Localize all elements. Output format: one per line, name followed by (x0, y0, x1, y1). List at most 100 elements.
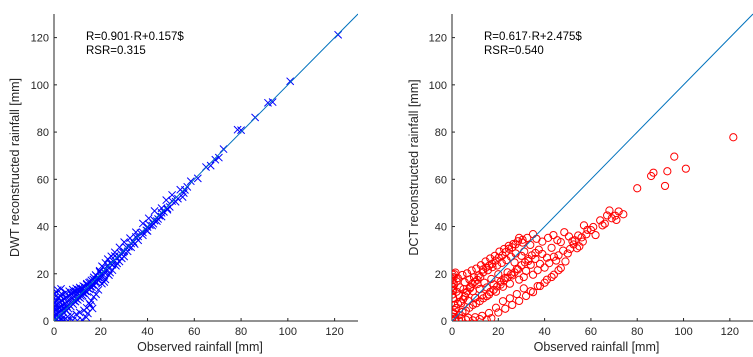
data-point (286, 77, 295, 86)
data-point (54, 289, 59, 298)
data-point (534, 245, 543, 254)
data-point (561, 257, 570, 266)
y-axis-label: DWT reconstructed rainfall [mm] (8, 78, 22, 257)
data-point (264, 98, 272, 107)
data-point (528, 229, 538, 239)
y-tick-label: 60 (435, 174, 447, 186)
x-tick-label: 40 (538, 326, 550, 338)
data-point (559, 246, 568, 255)
data-point (157, 204, 166, 213)
data-point (94, 285, 103, 294)
data-point (519, 284, 528, 293)
y-tick-label: 40 (37, 222, 49, 234)
data-point (578, 237, 587, 246)
data-point (85, 299, 94, 308)
data-point (494, 308, 503, 317)
rsr-annotation: RSR=0.315 (86, 45, 146, 57)
data-point (71, 287, 80, 296)
y-tick-label: 120 (31, 33, 49, 45)
data-point (452, 273, 458, 282)
data-point (452, 268, 460, 277)
data-point (214, 153, 223, 162)
data-point (549, 270, 558, 279)
data-point (120, 238, 129, 247)
dwt-scatter-plot: 0 20 40 60 80 100 120 0 20 40 60 80 100 120 Observed r… (8, 13, 358, 354)
data-point (538, 237, 547, 246)
data-point (515, 296, 524, 306)
rsr-annotation: RSR=0.540 (484, 45, 544, 57)
data-point (501, 304, 510, 313)
data-point (533, 281, 542, 291)
identity-line (54, 13, 358, 321)
data-point (456, 297, 465, 306)
data-point (150, 206, 159, 215)
data-point (452, 315, 460, 321)
data-point (186, 177, 195, 186)
x-tick-label: 120 (325, 326, 343, 338)
data-point (82, 280, 91, 289)
data-point (473, 280, 482, 289)
data-point (515, 275, 524, 284)
data-point (533, 266, 542, 275)
data-point (452, 306, 459, 315)
y-tick-label: 120 (429, 33, 447, 45)
data-point (517, 251, 526, 260)
x-tick-label: 0 (51, 326, 57, 338)
y-tick-label: 80 (435, 127, 447, 139)
data-point (452, 270, 459, 279)
y-tick-label: 60 (37, 174, 49, 186)
data-point (586, 225, 596, 235)
data-point (476, 272, 485, 282)
data-point (58, 313, 67, 321)
data-points (452, 133, 738, 321)
data-point (453, 299, 463, 309)
data-point (211, 155, 220, 164)
x-tick-label: 80 (235, 326, 247, 338)
y-axis-label: DCT reconstructed rainfall [mm] (407, 79, 421, 255)
data-point (460, 278, 469, 287)
data-point (144, 214, 153, 223)
data-point (526, 287, 535, 296)
data-point (454, 316, 464, 321)
data-point (569, 240, 578, 249)
data-point (57, 284, 65, 293)
data-point (660, 181, 670, 191)
data-point (491, 287, 501, 296)
data-point (512, 289, 521, 299)
data-point (452, 282, 457, 291)
data-point (607, 214, 616, 223)
data-point (603, 211, 612, 220)
data-point (452, 278, 457, 287)
data-point (101, 258, 110, 267)
y-tick-label: 40 (435, 222, 447, 234)
x-tick-label: 20 (95, 326, 107, 338)
data-point (612, 215, 621, 225)
data-point (117, 254, 126, 263)
data-point (494, 270, 503, 279)
data-point (670, 152, 679, 161)
x-tick-label: 80 (631, 326, 643, 338)
data-point (193, 174, 202, 183)
data-point (106, 268, 115, 277)
data-point (465, 284, 475, 293)
data-point (519, 272, 528, 282)
data-point (564, 232, 574, 241)
x-tick-label: 0 (449, 326, 455, 338)
data-point (574, 231, 583, 240)
data-point (458, 307, 467, 317)
data-point (498, 297, 508, 306)
x-tick-label: 60 (585, 326, 597, 338)
regression-annotation: R=0.617·R+2.475$ (484, 31, 582, 43)
data-point (482, 315, 491, 321)
data-point (69, 288, 78, 297)
data-point (511, 249, 520, 258)
data-point (465, 275, 474, 284)
data-point (487, 274, 496, 284)
data-point (82, 313, 91, 321)
x-tick-label: 100 (674, 326, 692, 338)
data-point (487, 314, 496, 321)
data-point (526, 240, 535, 250)
data-point (484, 308, 494, 318)
data-point (518, 238, 527, 247)
x-tick-label: 100 (279, 326, 297, 338)
